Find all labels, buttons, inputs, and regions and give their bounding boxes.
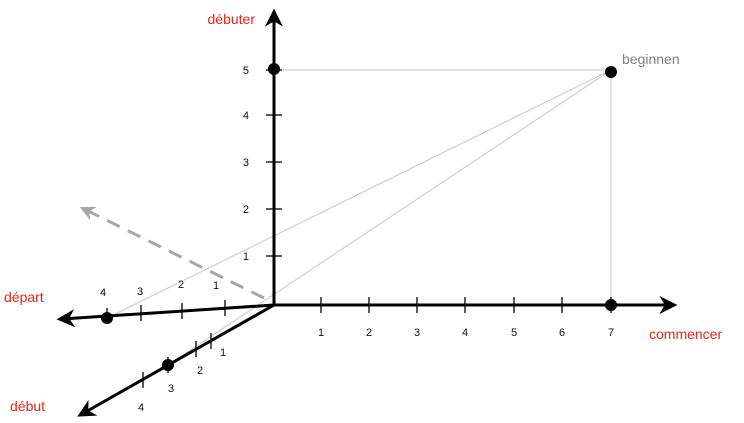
horizontal-tick-label-1: 1 (318, 327, 324, 339)
points (101, 63, 617, 371)
tick-labels: 1 2 3 4 5 1 2 3 4 5 6 7 1 2 3 4 1 2 3 4 (100, 65, 614, 414)
left-axis (56, 303, 275, 328)
horizontal-tick-label-2: 2 (366, 327, 372, 339)
horizontal-tick-label-3: 3 (414, 327, 420, 339)
depth-axis-label: début (10, 398, 45, 414)
depth-axis (77, 303, 275, 417)
vertical-tick-label-2: 2 (243, 204, 249, 216)
left-tick-label-4: 4 (100, 287, 106, 299)
horizontal-axis-label: commencer (649, 326, 722, 342)
corner-point-label: beginnen (622, 51, 680, 67)
left-tick-label-2: 2 (178, 279, 184, 291)
horizontal-tick-label-4: 4 (462, 327, 468, 339)
dashed-projection-arrow (79, 206, 265, 300)
point-corner (605, 66, 617, 78)
point-depth-3 (162, 359, 174, 371)
guide-to-depth-point (167, 69, 612, 366)
vertical-tick-label-1: 1 (243, 251, 249, 263)
point-vertical-5 (268, 63, 280, 75)
vertical-tick-label-5: 5 (243, 65, 249, 77)
left-axis-label: départ (4, 289, 44, 305)
vertical-tick-label-3: 3 (243, 157, 249, 169)
axis-labels: débuter commencer départ début (4, 11, 722, 414)
point-left-4 (101, 312, 113, 324)
guide-lines (106, 69, 612, 366)
depth-tick-label-2: 2 (197, 365, 203, 377)
tick-marks (106, 69, 612, 388)
left-tick-label-1: 1 (213, 280, 219, 292)
guide-to-left-point (106, 69, 612, 319)
vertical-tick-label-4: 4 (243, 110, 249, 122)
horizontal-tick-label-7: 7 (608, 327, 614, 339)
depth-tick-label-1: 1 (220, 347, 226, 359)
axes (56, 8, 678, 417)
horizontal-tick-label-5: 5 (511, 327, 517, 339)
vertical-axis-label: débuter (208, 11, 256, 27)
depth-tick-label-4: 4 (138, 402, 144, 414)
horizontal-tick-label-6: 6 (559, 327, 565, 339)
depth-tick-label-3: 3 (168, 383, 174, 395)
left-tick-label-3: 3 (137, 286, 143, 298)
point-horizontal-7 (605, 299, 617, 311)
